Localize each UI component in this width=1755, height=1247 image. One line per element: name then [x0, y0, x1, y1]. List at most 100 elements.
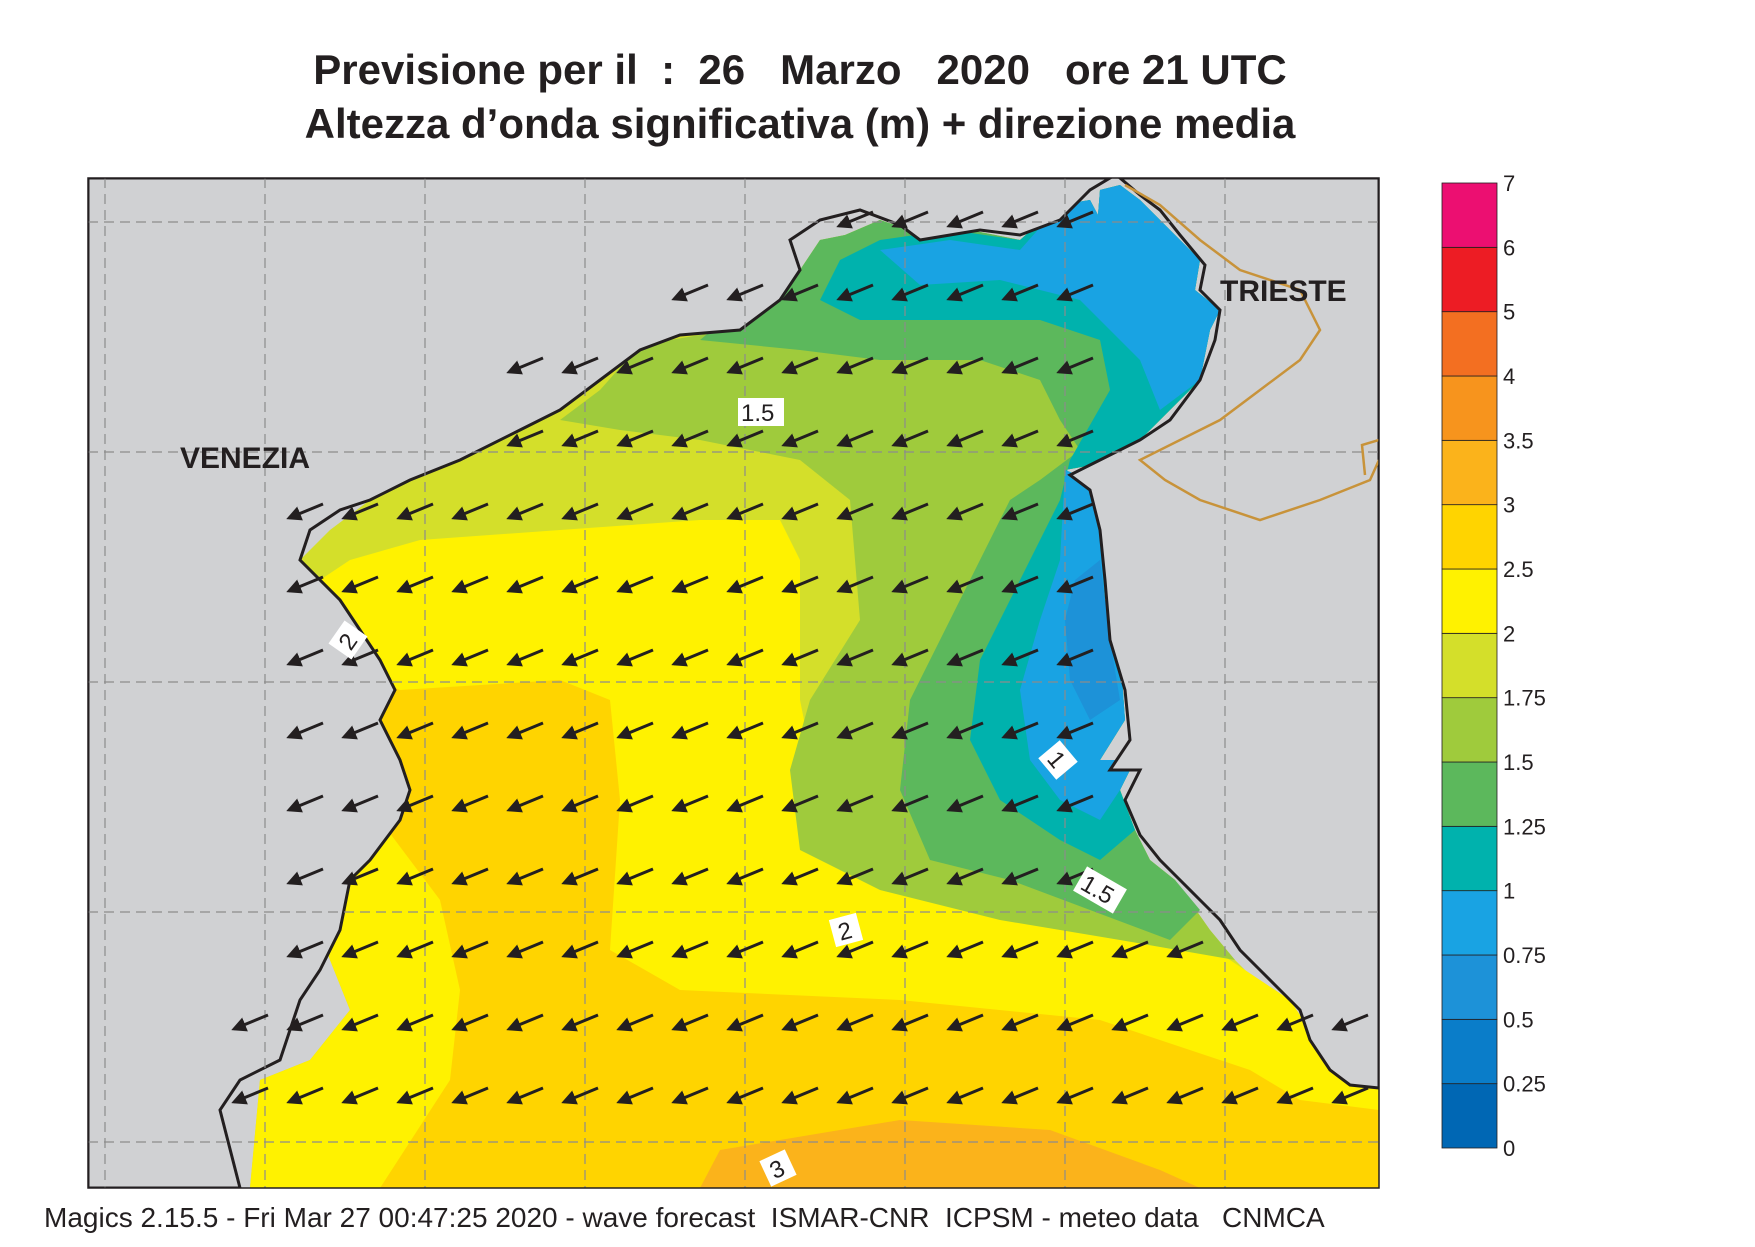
wave-arrow: [1056, 283, 1094, 302]
wave-arrow: [726, 794, 764, 813]
wave-arrow: [506, 429, 544, 448]
wave-arrow: [1056, 794, 1094, 813]
wave-arrow: [451, 648, 489, 667]
wave-arrow: [341, 648, 379, 667]
colorbar-tick-label: 0: [1503, 1136, 1515, 1161]
wave-arrow: [451, 1013, 489, 1032]
colorbar-swatch: [1441, 1018, 1498, 1085]
wave-arrow: [1166, 940, 1204, 959]
wave-arrow: [726, 429, 764, 448]
wave-arrow: [781, 648, 819, 667]
wave-arrow: [561, 1013, 599, 1032]
wave-arrow: [341, 721, 379, 740]
wave-arrow: [451, 721, 489, 740]
wave-arrow: [1056, 429, 1094, 448]
wave-arrow: [946, 429, 984, 448]
wave-arrow: [286, 721, 324, 740]
wave-arrow: [616, 575, 654, 594]
wave-arrow: [671, 1013, 709, 1032]
wave-arrow: [836, 210, 874, 229]
wave-arrow: [1331, 1013, 1369, 1032]
wave-arrow: [451, 502, 489, 521]
colorbar-tick-label: 1: [1503, 879, 1515, 904]
wave-arrow: [396, 502, 434, 521]
wave-arrow: [231, 1086, 269, 1105]
wave-arrow: [1001, 502, 1039, 521]
wave-arrow: [836, 502, 874, 521]
wave-arrow: [1056, 575, 1094, 594]
wave-arrow: [1001, 940, 1039, 959]
colorbar-swatch: [1441, 890, 1498, 956]
wave-arrow: [1111, 1013, 1149, 1032]
wave-arrow: [561, 867, 599, 886]
wave-arrow: [726, 356, 764, 375]
wave-arrow: [286, 502, 324, 521]
contour-3-3.5: [700, 1120, 1200, 1188]
wave-arrow: [946, 356, 984, 375]
wave-arrow: [1056, 721, 1094, 740]
colorbar-swatch: [1441, 697, 1498, 763]
wave-arrow: [726, 648, 764, 667]
wave-arrow: [506, 356, 544, 375]
wave-arrow: [1001, 429, 1039, 448]
wave-arrow: [286, 1086, 324, 1105]
wave-arrow: [616, 940, 654, 959]
wave-arrow: [781, 867, 819, 886]
wave-arrow: [1001, 721, 1039, 740]
wave-arrow: [286, 794, 324, 813]
colorbar-legend: 0 0.25 0.5 0.75 1 1.25 1.5 1.75 2 2.5 3 3.5 4 5 6 7: [1441, 171, 1546, 1161]
wave-arrow: [671, 429, 709, 448]
colorbar-swatch: [1441, 439, 1498, 506]
wave-arrow: [891, 1013, 929, 1032]
wave-arrow: [891, 283, 929, 302]
wave-arrow: [506, 648, 544, 667]
wave-arrow: [891, 867, 929, 886]
wave-arrow: [396, 1086, 434, 1105]
wave-arrow: [561, 721, 599, 740]
colorbar-swatch: [1441, 1083, 1498, 1149]
wave-arrow: [616, 867, 654, 886]
colorbar-tick-label: 2.5: [1503, 557, 1534, 582]
wave-arrow: [1001, 356, 1039, 375]
wave-arrow: [341, 1013, 379, 1032]
colorbar-tick-label: 0.25: [1503, 1072, 1546, 1097]
contour-label: 2: [328, 620, 368, 660]
contour-0.75-1: [880, 185, 1220, 410]
wave-arrow: [396, 794, 434, 813]
colorbar-tick-label: 3.5: [1503, 428, 1534, 453]
wave-arrow: [781, 502, 819, 521]
colorbar-tick-label: 2: [1503, 621, 1515, 646]
wave-arrow: [671, 575, 709, 594]
wave-arrow: [341, 867, 379, 886]
wave-arrow: [726, 1086, 764, 1105]
colorbar-tick-label: 0.5: [1503, 1007, 1534, 1032]
wave-arrow: [946, 940, 984, 959]
wave-arrow: [891, 502, 929, 521]
contour-label: 1.5: [738, 398, 784, 427]
wave-arrow: [506, 502, 544, 521]
wave-arrow: [836, 794, 874, 813]
wave-arrow: [616, 356, 654, 375]
wave-arrow: [1221, 1013, 1259, 1032]
contour-2.5-3: [380, 680, 1379, 1188]
colorbar-tick-label: 6: [1503, 235, 1515, 260]
wave-arrow: [891, 1086, 929, 1105]
contour-label: 2: [828, 912, 864, 948]
wave-arrow: [836, 1013, 874, 1032]
wave-arrow: [286, 940, 324, 959]
wave-arrow: [836, 940, 874, 959]
map-subtitle: Altezza d’onda significativa (m) + direz…: [304, 100, 1296, 147]
wave-arrow: [891, 721, 929, 740]
wave-arrow: [946, 502, 984, 521]
wave-arrow: [451, 940, 489, 959]
wave-arrow: [396, 575, 434, 594]
wave-arrow: [891, 648, 929, 667]
wave-arrow: [506, 867, 544, 886]
wave-arrow: [781, 940, 819, 959]
wave-arrow: [946, 575, 984, 594]
wave-arrow: [946, 1013, 984, 1032]
wave-arrow: [396, 648, 434, 667]
wave-arrow: [286, 648, 324, 667]
contour-label: 3: [759, 1149, 797, 1187]
wave-arrow: [781, 721, 819, 740]
